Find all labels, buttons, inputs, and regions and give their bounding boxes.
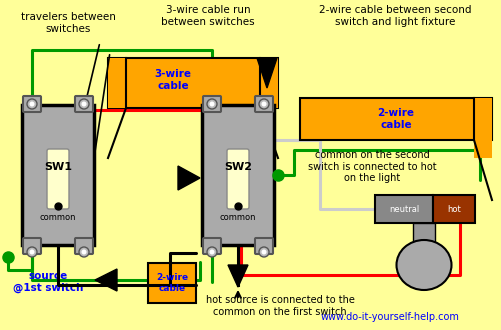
Polygon shape	[178, 166, 199, 190]
FancyBboxPatch shape	[23, 96, 41, 112]
FancyBboxPatch shape	[75, 96, 93, 112]
Polygon shape	[95, 269, 117, 291]
FancyBboxPatch shape	[202, 96, 220, 112]
Circle shape	[259, 99, 269, 109]
Circle shape	[206, 247, 216, 257]
Text: common: common	[219, 213, 256, 222]
FancyBboxPatch shape	[202, 238, 220, 254]
Text: common on the second
switch is connected to hot
on the light: common on the second switch is connected…	[308, 150, 436, 183]
Polygon shape	[257, 58, 277, 88]
Bar	[260, 58, 278, 108]
Text: 2-wire
cable: 2-wire cable	[156, 273, 188, 293]
Text: www.do-it-yourself-help.com: www.do-it-yourself-help.com	[320, 312, 458, 322]
Circle shape	[261, 249, 266, 254]
Text: SW1: SW1	[44, 162, 72, 172]
Bar	[432, 195, 474, 223]
FancyBboxPatch shape	[226, 149, 248, 209]
FancyBboxPatch shape	[201, 105, 274, 245]
FancyBboxPatch shape	[23, 238, 41, 254]
Text: 3-wire cable run
between switches: 3-wire cable run between switches	[161, 5, 255, 27]
Circle shape	[206, 99, 216, 109]
Text: source
@1st switch: source @1st switch	[13, 271, 83, 293]
Text: neutral: neutral	[388, 205, 418, 214]
Circle shape	[259, 247, 269, 257]
Circle shape	[27, 247, 37, 257]
Bar	[148, 263, 195, 303]
Polygon shape	[227, 265, 247, 287]
Bar	[473, 98, 491, 158]
Bar	[374, 195, 432, 223]
Text: common: common	[40, 213, 76, 222]
Circle shape	[261, 102, 266, 107]
Bar	[300, 98, 491, 140]
Bar	[108, 58, 126, 108]
Text: SW2: SW2	[223, 162, 252, 172]
Circle shape	[81, 249, 86, 254]
FancyBboxPatch shape	[47, 149, 69, 209]
Ellipse shape	[396, 240, 450, 290]
FancyBboxPatch shape	[22, 105, 94, 245]
Bar	[108, 58, 278, 108]
Circle shape	[30, 249, 35, 254]
Text: travelers between
switches: travelers between switches	[21, 12, 115, 34]
FancyBboxPatch shape	[255, 96, 273, 112]
Circle shape	[79, 247, 89, 257]
Text: hot: hot	[446, 205, 460, 214]
Circle shape	[27, 99, 37, 109]
Circle shape	[209, 249, 214, 254]
Circle shape	[79, 99, 89, 109]
Bar	[412, 223, 434, 243]
FancyBboxPatch shape	[75, 238, 93, 254]
FancyBboxPatch shape	[255, 238, 273, 254]
Text: hot source is connected to the
common on the first switch: hot source is connected to the common on…	[205, 295, 354, 316]
Text: 2-wire
cable: 2-wire cable	[377, 108, 414, 130]
Circle shape	[30, 102, 35, 107]
Text: 3-wire
cable: 3-wire cable	[154, 69, 191, 91]
Circle shape	[209, 102, 214, 107]
Circle shape	[81, 102, 86, 107]
Text: 2-wire cable between second
switch and light fixture: 2-wire cable between second switch and l…	[318, 5, 470, 27]
